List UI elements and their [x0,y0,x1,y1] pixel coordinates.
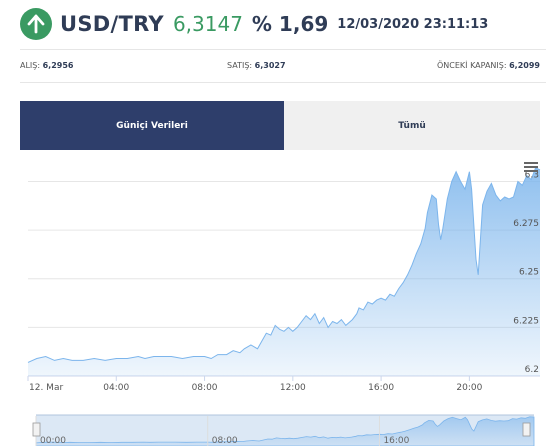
price-area [28,167,540,376]
up-arrow-icon [20,8,52,40]
navigator-right-handle[interactable] [522,422,531,437]
ask-info: SATIŞ: 6,3027 [227,61,286,70]
navigator-area [35,416,535,446]
ask-value: 6,3027 [254,61,286,70]
y-tick-label: 6.275 [513,219,539,229]
tab-intraday[interactable]: Güniçi Verileri [20,101,284,150]
bid-value: 6,2956 [42,61,74,70]
navigator-tick-label: 08:00 [212,436,238,446]
y-tick-label: 6.25 [519,268,539,278]
x-tick-label: 12. Mar [29,383,63,393]
bid-label: ALIŞ: [20,61,41,70]
navigator-tick-label: 00:00 [40,436,66,446]
bid-info: ALIŞ: 6,2956 [20,61,73,70]
navigator-tick-label: 16:00 [383,436,409,446]
navigator-selection[interactable] [36,415,534,446]
info-bar: ALIŞ: 6,2956 SATIŞ: 6,3027 ÖNCEKİ KAPANI… [20,49,546,83]
chart-tabs: Güniçi Verileri Tümü [20,101,540,150]
quote-datetime: 12/03/2020 23:11:13 [337,16,489,32]
ask-label: SATIŞ: [227,61,253,70]
quote-header: USD/TRY 6,3147 % 1,69 12/03/2020 23:11:1… [20,8,488,40]
x-tick-label: 16:00 [368,383,394,393]
chart-grid [28,180,540,377]
previous-close-value: 6,2099 [509,61,540,70]
x-tick-label: 04:00 [103,383,129,393]
y-tick-label: 6.2 [525,365,539,375]
tab-all[interactable]: Tümü [284,101,540,150]
current-price: 6,3147 [172,12,243,36]
currency-pair: USD/TRY [60,12,164,36]
navigator-left-handle[interactable] [32,422,41,437]
y-tick-label: 6.225 [513,316,539,326]
x-axis: 12. Mar 04:00 08:00 12:00 16:00 20:00 [27,376,483,393]
x-tick-label: 12:00 [280,383,306,393]
navigator-x-axis: 00:00 08:00 16:00 [35,416,410,446]
x-tick-label: 20:00 [456,383,482,393]
previous-close-label: ÖNCEKİ KAPANIŞ: [437,61,507,70]
price-line [27,167,541,363]
x-tick-label: 08:00 [192,383,218,393]
chart-navigator[interactable]: 00:00 08:00 16:00 [32,414,535,446]
hamburger-menu-icon[interactable] [524,162,538,172]
previous-close-info: ÖNCEKİ KAPANIŞ: 6,2099 [437,61,540,70]
change-percent: % 1,69 [251,12,329,36]
